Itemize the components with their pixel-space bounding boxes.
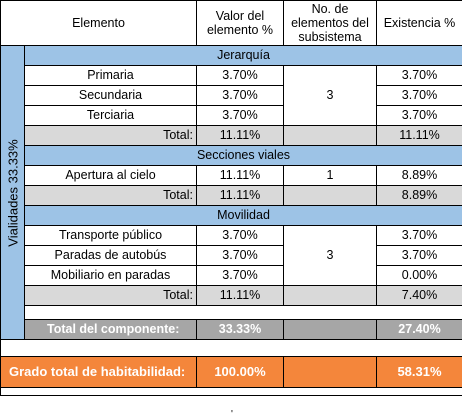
row-name: Paradas de autobús bbox=[24, 245, 197, 266]
total-empty bbox=[283, 285, 377, 306]
blank-row bbox=[1, 305, 462, 320]
component-total-row: Total del componente: 33.33% 27.40% bbox=[1, 319, 462, 340]
row-existencia: 3.70% bbox=[376, 65, 462, 86]
total-existencia: 7.40% bbox=[376, 285, 462, 306]
table-row: Primaria 3.70% 3 3.70% bbox=[1, 65, 462, 126]
bottom-mark: ' bbox=[231, 409, 233, 420]
total-row: Total: 11.11% 7.40% bbox=[0, 285, 462, 306]
header-num-elementos: No. de elementos del subsistema bbox=[283, 0, 377, 46]
section-title: Movilidad bbox=[24, 205, 462, 226]
table-row: Paradas de autobús 3.70% 3.70% bbox=[1, 245, 462, 266]
total-row: Total: 11.11% 11.11% bbox=[0, 125, 462, 146]
component-total-existencia: 27.40% bbox=[376, 319, 462, 340]
row-valor: 3.70% bbox=[196, 225, 284, 246]
total-empty bbox=[283, 185, 377, 206]
habitability-table: Elemento Valor del elemento % No. de ele… bbox=[0, 0, 462, 396]
table-row: Apertura al cielo 11.11% 1 8.89% bbox=[1, 165, 462, 186]
section-title: Jerarquía bbox=[24, 45, 462, 66]
section-count: 3 bbox=[283, 65, 377, 126]
side-label-cell: Vialidades 33.33% bbox=[0, 45, 25, 340]
component-total-valor: 33.33% bbox=[196, 319, 284, 340]
total-existencia: 8.89% bbox=[376, 185, 462, 206]
row-name: Primaria bbox=[24, 65, 197, 86]
section-title-row: Secciones viales bbox=[1, 145, 462, 166]
total-valor: 11.11% bbox=[196, 125, 284, 146]
side-label: Vialidades 33.33% bbox=[5, 138, 20, 247]
section-count: 3 bbox=[283, 225, 377, 286]
section-title-row: Vialidades 33.33% Jerarquía bbox=[0, 45, 462, 340]
bottom-row bbox=[0, 387, 462, 396]
row-existencia: 3.70% bbox=[376, 225, 462, 246]
header-existencia: Existencia % bbox=[376, 0, 462, 46]
section-count: 1 bbox=[283, 165, 377, 186]
row-valor: 3.70% bbox=[196, 105, 284, 126]
grand-total-row: Grado total de habitabilidad: 100.00% 58… bbox=[0, 356, 462, 388]
row-valor: 3.70% bbox=[196, 265, 284, 286]
row-valor: 3.70% bbox=[196, 65, 284, 86]
row-name: Apertura al cielo bbox=[24, 165, 197, 186]
component-total-empty bbox=[283, 319, 377, 340]
row-valor: 3.70% bbox=[196, 85, 284, 106]
total-empty bbox=[283, 125, 377, 146]
grand-total-existencia: 58.31% bbox=[376, 356, 462, 388]
table-row: Terciaria 3.70% 3.70% bbox=[1, 105, 462, 126]
total-row: Total: 11.11% 8.89% bbox=[0, 185, 462, 206]
grand-total-empty bbox=[283, 356, 377, 388]
row-name: Terciaria bbox=[24, 105, 197, 126]
header-elemento: Elemento bbox=[0, 0, 197, 46]
row-existencia: 3.70% bbox=[376, 85, 462, 106]
total-label: Total: bbox=[24, 125, 197, 146]
total-valor: 11.11% bbox=[196, 285, 284, 306]
header-valor: Valor del elemento % bbox=[196, 0, 284, 46]
blank-cell bbox=[24, 305, 462, 320]
component-total-label: Total del componente: bbox=[24, 319, 197, 340]
row-valor: 11.11% bbox=[196, 165, 284, 186]
row-existencia: 0.00% bbox=[376, 265, 462, 286]
total-existencia: 11.11% bbox=[376, 125, 462, 146]
section-title-row: Movilidad bbox=[1, 205, 462, 226]
table-row: Transporte público 3.70% 3 3.70% bbox=[1, 225, 462, 286]
table-row: Secundaria 3.70% 3.70% bbox=[1, 85, 462, 106]
total-label: Total: bbox=[24, 185, 197, 206]
section-title: Secciones viales bbox=[24, 145, 462, 166]
row-existencia: 3.70% bbox=[376, 105, 462, 126]
bottom-cell bbox=[0, 387, 462, 396]
row-name: Mobiliario en paradas bbox=[24, 265, 197, 286]
row-name: Secundaria bbox=[24, 85, 197, 106]
spacer-row bbox=[0, 339, 462, 357]
row-existencia: 3.70% bbox=[376, 245, 462, 266]
table-row: Mobiliario en paradas 3.70% 0.00% bbox=[1, 265, 462, 286]
total-valor: 11.11% bbox=[196, 185, 284, 206]
row-existencia: 8.89% bbox=[376, 165, 462, 186]
row-valor: 3.70% bbox=[196, 245, 284, 266]
header-row: Elemento Valor del elemento % No. de ele… bbox=[0, 0, 462, 46]
row-name: Transporte público bbox=[24, 225, 197, 246]
total-label: Total: bbox=[24, 285, 197, 306]
grand-total-label: Grado total de habitabilidad: bbox=[0, 356, 197, 388]
spacer-cell bbox=[0, 339, 462, 357]
grand-total-valor: 100.00% bbox=[196, 356, 284, 388]
